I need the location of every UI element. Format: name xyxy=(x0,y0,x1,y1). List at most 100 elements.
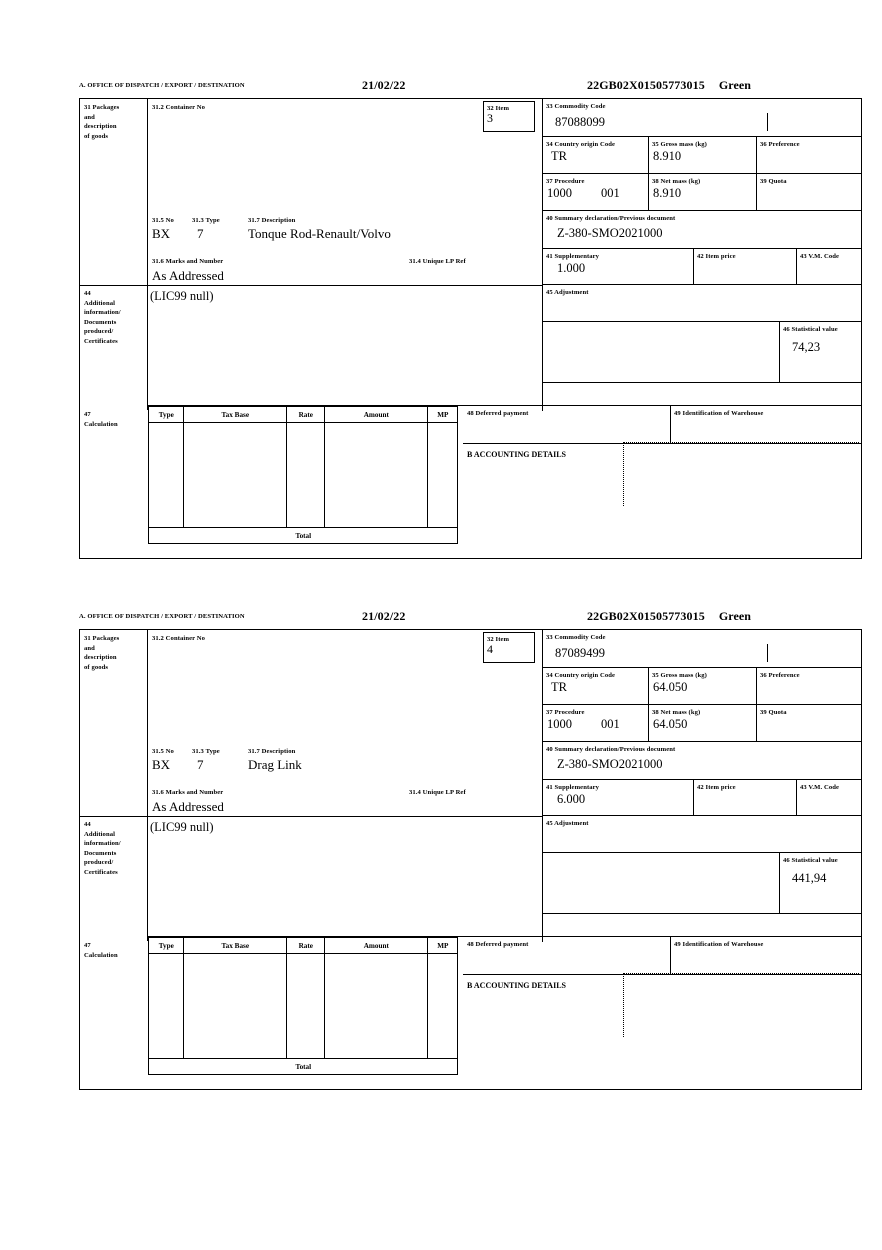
box-36-preference: 36 Preference xyxy=(757,668,861,705)
col-rate: Rate xyxy=(286,937,326,955)
box-47-label: 47 Calculation xyxy=(84,942,118,959)
box-42-label: 42 Item price xyxy=(697,783,736,791)
box-46-left-divider xyxy=(779,853,781,913)
box-31-2-container-no-label: 31.2 Container No xyxy=(152,635,206,642)
calculation-total-row: Total xyxy=(148,1058,459,1076)
box-35-gross-mass: 35 Gross mass (kg) 64.050 xyxy=(649,668,757,705)
marks-and-number-value: As Addressed xyxy=(152,268,224,283)
cell-amount[interactable] xyxy=(324,953,429,1060)
box-31-3-label: 31.3 Type xyxy=(192,217,220,224)
box-49-divider xyxy=(670,937,672,976)
box-40-label: 40 Summary declaration/Previous document xyxy=(546,745,676,753)
box-42-item-price: 42 Item price xyxy=(694,249,797,285)
box-44-top-rule xyxy=(80,816,542,818)
box-45-label: 45 Adjustment xyxy=(546,819,589,827)
box-b-accounting-details-label: B ACCOUNTING DETAILS xyxy=(467,981,566,990)
cell-mp[interactable] xyxy=(427,953,459,1060)
cell-mp[interactable] xyxy=(427,422,459,529)
box-31-4-label: 31.4 Unique LP Ref xyxy=(409,789,466,796)
box-43-label: 43 V.M. Code xyxy=(800,783,840,791)
form-body: 31 Packages and description of goods 31.2 C… xyxy=(79,629,862,1090)
box-34-value: TR xyxy=(551,149,567,163)
box-35-value: 8.910 xyxy=(653,149,682,163)
reference-number: 22GB02X01505773015 xyxy=(587,78,705,92)
box-46-value: 441,94 xyxy=(792,871,827,885)
left-label-divider xyxy=(147,630,149,941)
box-41-supplementary: 41 Supplementary 6.000 xyxy=(543,780,694,816)
col-amount: Amount xyxy=(324,937,429,955)
col-type: Type xyxy=(148,937,185,955)
goods-description-row: 31.5 No 31.3 Type 31.7 Description BX 7 … xyxy=(152,747,532,774)
box-47-top-rule xyxy=(147,405,861,407)
box-41-value: 1.000 xyxy=(557,261,586,275)
box-31-7-label: 31.7 Description xyxy=(248,748,296,755)
box-32-value: 4 xyxy=(487,642,493,656)
box-37-procedure: 37 Procedure 1000 001 xyxy=(543,174,649,211)
col-tax-base: Tax Base xyxy=(183,406,288,424)
box-43-vm-code: 43 V.M. Code xyxy=(797,780,861,816)
marks-and-number-row: 31.6 Marks and Number 31.4 Unique LP Ref… xyxy=(152,788,540,815)
box-39-label: 39 Quota xyxy=(760,708,787,716)
cell-type[interactable] xyxy=(148,953,185,1060)
box-39-quota: 39 Quota xyxy=(757,174,861,211)
box-46-value: 74,23 xyxy=(792,340,821,354)
box-42-item-price: 42 Item price xyxy=(694,780,797,816)
marks-and-number-row: 31.6 Marks and Number 31.4 Unique LP Ref… xyxy=(152,257,540,284)
cell-tax-base[interactable] xyxy=(183,953,288,1060)
box-33-commodity-code: 33 Commodity Code 87088099 xyxy=(543,99,861,137)
goods-description-value: Tonque Rod-Renault/Volvo xyxy=(248,226,391,241)
calculation-table: Type Tax Base Rate Amount MP To xyxy=(148,937,459,1076)
box-31-6-label: 31.6 Marks and Number xyxy=(152,258,224,265)
box-35-label: 35 Gross mass (kg) xyxy=(652,671,707,679)
marks-and-number-value: As Addressed xyxy=(152,799,224,814)
cell-rate[interactable] xyxy=(286,953,326,1060)
declaration-reference: 22GB02X01505773015 Green xyxy=(587,609,751,624)
declaration-date: 21/02/22 xyxy=(362,609,406,623)
box-43-vm-code: 43 V.M. Code xyxy=(797,249,861,285)
box-40-value: Z-380-SMO2021000 xyxy=(557,757,663,771)
left-label-divider xyxy=(147,99,149,410)
box-44-value: (LIC99 null) xyxy=(150,820,214,834)
box-32-label: 32 Item xyxy=(487,105,510,112)
box-42-label: 42 Item price xyxy=(697,252,736,260)
box-33-value: 87089499 xyxy=(555,646,605,660)
box-31-7-label: 31.7 Description xyxy=(248,217,296,224)
box-33-label: 33 Commodity Code xyxy=(546,633,606,641)
cell-amount[interactable] xyxy=(324,422,429,529)
form-header: A. OFFICE OF DISPATCH / EXPORT / DESTINA… xyxy=(79,609,862,629)
box-38-value: 64.050 xyxy=(653,717,688,731)
box-32-item: 32 Item 3 xyxy=(483,102,535,132)
box-34-label: 34 Country origin Code xyxy=(546,140,616,148)
box-47-top-rule xyxy=(147,936,861,938)
form-header: A. OFFICE OF DISPATCH / EXPORT / DESTINA… xyxy=(79,78,862,98)
col-rate: Rate xyxy=(286,406,326,424)
package-type-value: 7 xyxy=(197,226,204,241)
calculation-total-row: Total xyxy=(148,527,459,545)
box-44-label: 44 Additional information/Documents produce… xyxy=(84,821,121,876)
box-40-label: 40 Summary declaration/Previous document xyxy=(546,214,676,222)
box-37-value-2: 001 xyxy=(601,717,620,731)
box-32-top-rule xyxy=(483,632,535,634)
cell-tax-base[interactable] xyxy=(183,422,288,529)
office-of-dispatch-label: A. OFFICE OF DISPATCH / EXPORT / DESTINA… xyxy=(79,82,245,89)
box-46-label: 46 Statistical value xyxy=(783,857,838,864)
box-34-country-origin: 34 Country origin Code TR xyxy=(543,668,649,705)
box-32-top-rule xyxy=(483,101,535,103)
box-45-adjustment: 45 Adjustment xyxy=(543,816,861,853)
declaration-reference: 22GB02X01505773015 Green xyxy=(587,78,751,93)
calculation-body-row xyxy=(148,422,459,529)
package-no-value: BX xyxy=(152,226,171,241)
box-32-label: 32 Item xyxy=(487,636,510,643)
box-48-label: 48 Deferred payment xyxy=(467,941,529,949)
cell-type[interactable] xyxy=(148,422,185,529)
box-44-top-rule xyxy=(80,285,542,287)
box-32-value: 3 xyxy=(487,111,493,125)
cell-rate[interactable] xyxy=(286,422,326,529)
box-41-supplementary: 41 Supplementary 1.000 xyxy=(543,249,694,285)
box-35-value: 64.050 xyxy=(653,680,688,694)
package-no-value: BX xyxy=(152,757,171,772)
box-31-6-label: 31.6 Marks and Number xyxy=(152,789,224,796)
calculation-table: Type Tax Base Rate Amount MP To xyxy=(148,406,459,545)
box-40-previous-document: 40 Summary declaration/Previous document… xyxy=(543,742,861,780)
sad-form-3: A. OFFICE OF DISPATCH / EXPORT / DESTINA… xyxy=(79,78,862,559)
